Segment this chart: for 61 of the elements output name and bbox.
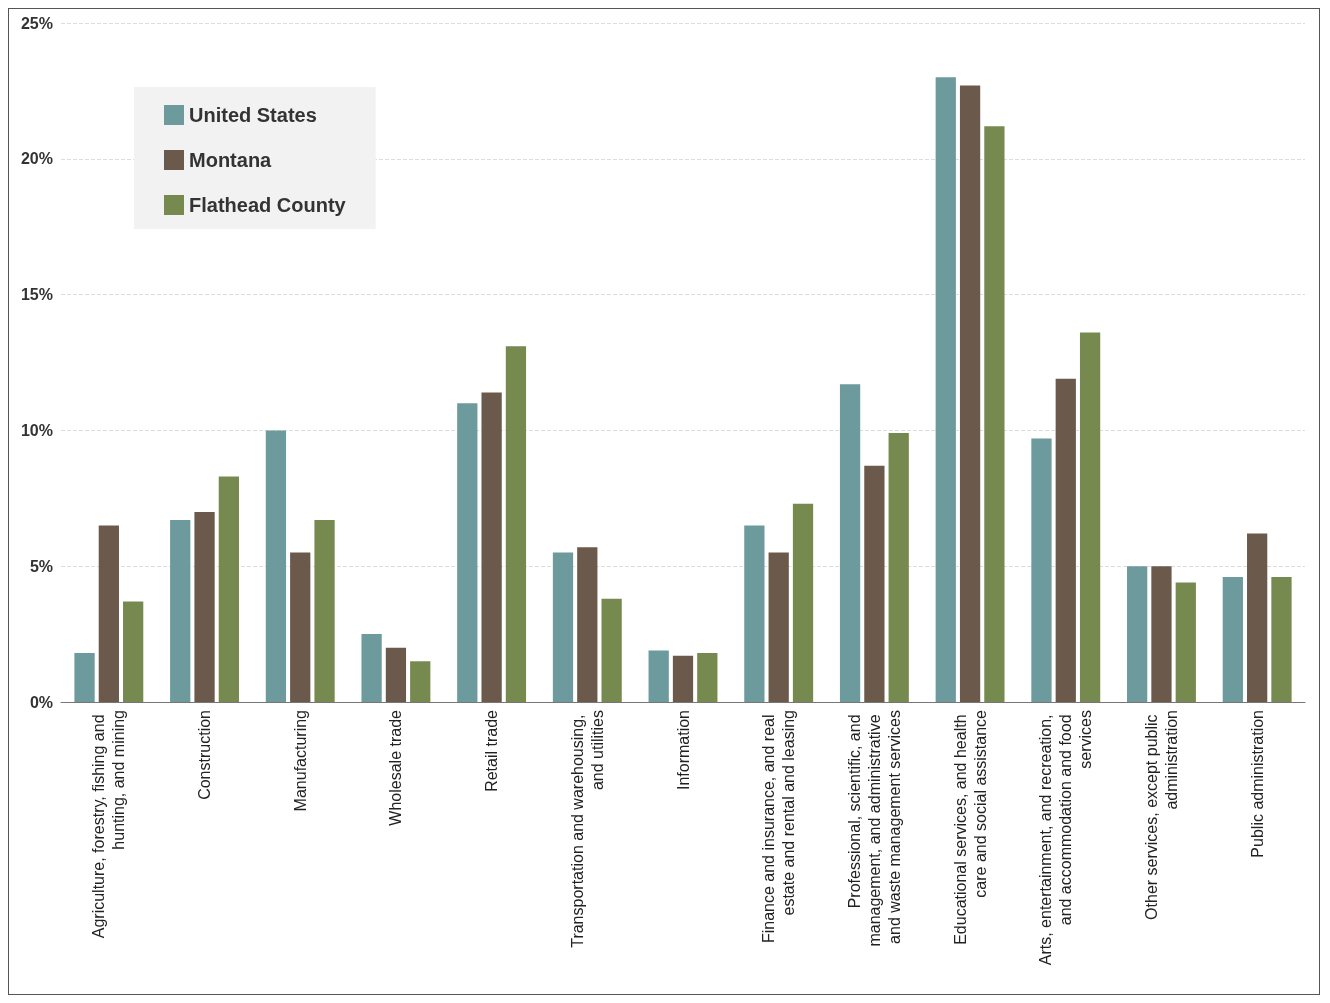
bar: [98, 525, 119, 702]
bar: [74, 653, 95, 702]
bar: [1222, 577, 1243, 702]
legend-label: Montana: [189, 149, 273, 171]
bar: [768, 552, 789, 702]
bar: [1151, 566, 1172, 702]
bar: [218, 476, 239, 702]
x-tick-label: Arts, entertainment, and recreation, and accommodation and food services: [1037, 710, 1095, 966]
bar: [1247, 533, 1268, 702]
bar: [1175, 582, 1196, 702]
bar: [410, 661, 431, 702]
bar: [648, 650, 669, 702]
y-tick-label: 10%: [20, 421, 53, 439]
bar: [1031, 438, 1052, 702]
bar: [984, 126, 1005, 702]
bar: [601, 598, 622, 702]
bar: [888, 433, 909, 702]
bar: [457, 403, 478, 702]
legend-label: Flathead County: [189, 194, 347, 216]
y-tick-label: 0%: [29, 693, 53, 711]
y-tick-label: 20%: [20, 150, 53, 168]
x-tick-label: Retail trade: [483, 709, 501, 792]
bar: [361, 634, 382, 702]
bar: [864, 465, 885, 702]
bar: [194, 511, 215, 702]
bar: [577, 547, 598, 702]
y-tick-label: 5%: [29, 557, 53, 575]
x-tick-label: Construction: [196, 710, 214, 800]
x-tick-label: Wholesale trade: [387, 709, 405, 826]
bar: [123, 601, 144, 702]
bar: [672, 655, 694, 702]
x-tick-label: Other services, except public administration: [1142, 710, 1180, 920]
y-tick-label: 15%: [20, 286, 53, 304]
x-tick-label: Manufacturing: [291, 710, 309, 812]
bar: [481, 392, 502, 702]
x-tick-label: Professional, scientific, and management, and administrative and waste management services: [845, 710, 903, 947]
bar: [505, 346, 527, 702]
x-tick-label: Finance and insurance, and real estate and rental and leasing: [760, 710, 798, 944]
bar: [290, 552, 311, 702]
legend-label: United States: [189, 104, 317, 126]
bar: [170, 520, 191, 702]
bar: [314, 520, 335, 702]
bar: [839, 384, 861, 702]
bar: [935, 77, 956, 702]
bar: [959, 85, 981, 702]
x-tick-label: Transportation and warehousing, and utilities: [568, 710, 606, 948]
bar: [697, 653, 718, 702]
x-tick-label: Agriculture, forestry, fishing and hunting, and mining: [90, 710, 128, 939]
bar: [1079, 332, 1101, 702]
bar: [265, 430, 287, 702]
bar: [1055, 378, 1076, 702]
bar: [1127, 566, 1148, 702]
bar: [744, 525, 765, 702]
bar: [792, 503, 814, 702]
x-tick-label: Information: [674, 710, 692, 791]
bar: [552, 552, 574, 702]
y-tick-label: 25%: [20, 14, 53, 32]
bar: [1271, 577, 1292, 702]
x-tick-label: Public administration: [1248, 710, 1266, 858]
bar: [385, 647, 407, 702]
x-tick-label: Educational services, and health care and social assistance: [951, 709, 989, 945]
